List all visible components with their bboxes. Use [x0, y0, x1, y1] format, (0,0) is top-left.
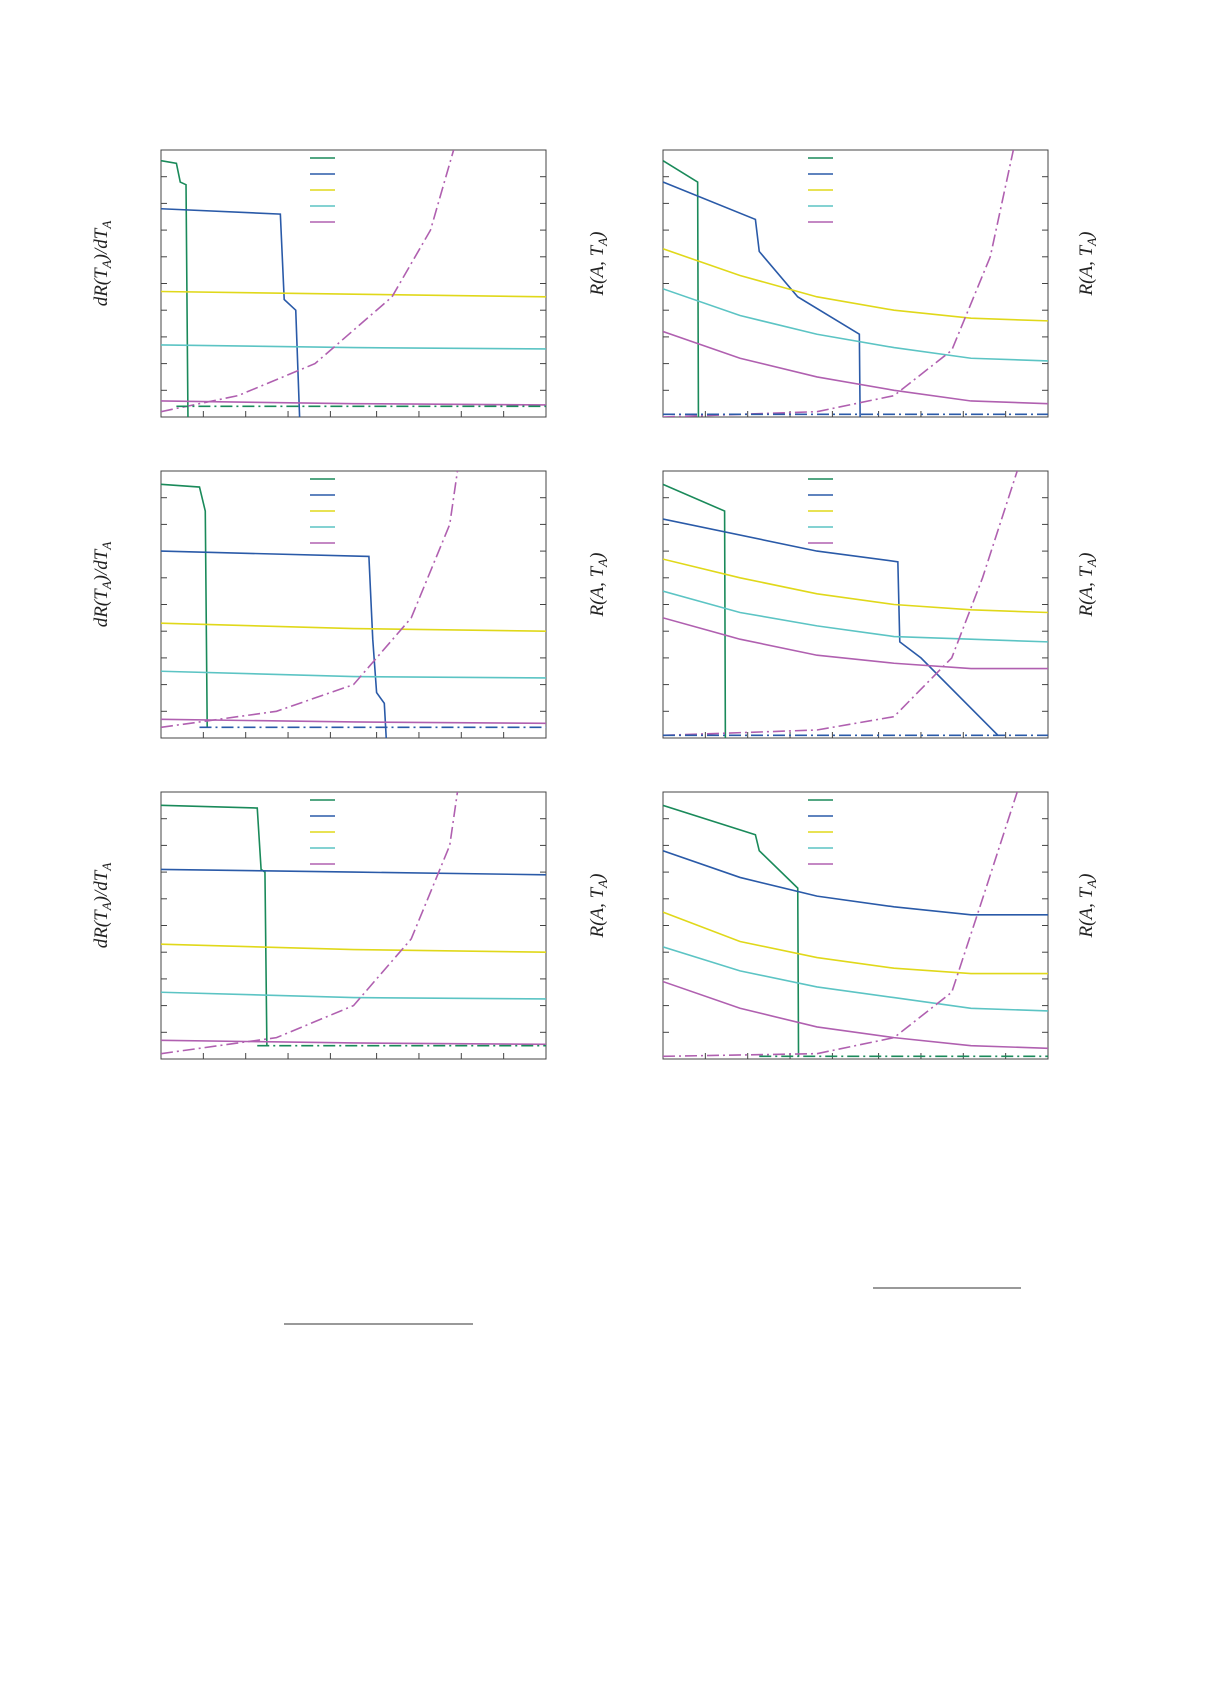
plot-frame: [662, 470, 1049, 739]
series-line: [161, 483, 208, 728]
series-line: [663, 590, 1048, 643]
series-line: [161, 804, 268, 1046]
series-line: [161, 991, 546, 1000]
series-line: [161, 868, 546, 876]
series-line: [161, 1039, 546, 1046]
series-line: [663, 911, 1048, 975]
series-line: [161, 290, 546, 298]
plot-frame: [662, 149, 1049, 418]
series-line: [663, 330, 1048, 405]
series-line: [161, 622, 546, 632]
y-axis-label: R(A, TA): [1076, 874, 1099, 939]
series-line: [161, 207, 301, 417]
y-axis-label: R(A, TA): [1076, 232, 1099, 297]
series-line: [161, 471, 459, 729]
plot-frame: [160, 149, 547, 418]
plot-frame: [662, 791, 1049, 1060]
series-line: [161, 792, 459, 1055]
series-line: [161, 718, 546, 725]
series-line: [663, 804, 800, 1057]
series-line: [663, 617, 1048, 670]
y-axis-label: R(A, TA): [1076, 553, 1099, 618]
series-line: [663, 181, 861, 417]
plot-frame: [160, 791, 547, 1060]
series-line: [663, 849, 1048, 916]
y-axis-label: R(A, TA): [587, 553, 610, 618]
series-line: [663, 518, 999, 736]
series-line: [161, 550, 388, 738]
series-line: [663, 558, 1048, 614]
series-line: [663, 980, 1048, 1050]
y-axis-label: dR(TA)/dTA: [91, 542, 114, 628]
series-line: [663, 483, 727, 738]
series-line: [663, 471, 1018, 737]
series-line: [161, 150, 455, 413]
y-axis-label: R(A, TA): [587, 232, 610, 297]
series-line: [663, 150, 1015, 417]
y-axis-label: R(A, TA): [587, 874, 610, 939]
series-line: [161, 400, 546, 406]
plot-frame: [160, 470, 547, 739]
series-line: [161, 344, 546, 350]
series-line: [161, 670, 546, 679]
series-line: [161, 943, 546, 953]
series-line: [663, 248, 1048, 322]
y-axis-label: dR(TA)/dTA: [91, 221, 114, 307]
y-axis-label: dR(TA)/dTA: [91, 863, 114, 949]
series-line: [663, 288, 1048, 362]
series-line: [663, 946, 1048, 1012]
series-line: [663, 159, 700, 417]
series-line: [161, 159, 189, 417]
series-line: [663, 792, 1018, 1058]
